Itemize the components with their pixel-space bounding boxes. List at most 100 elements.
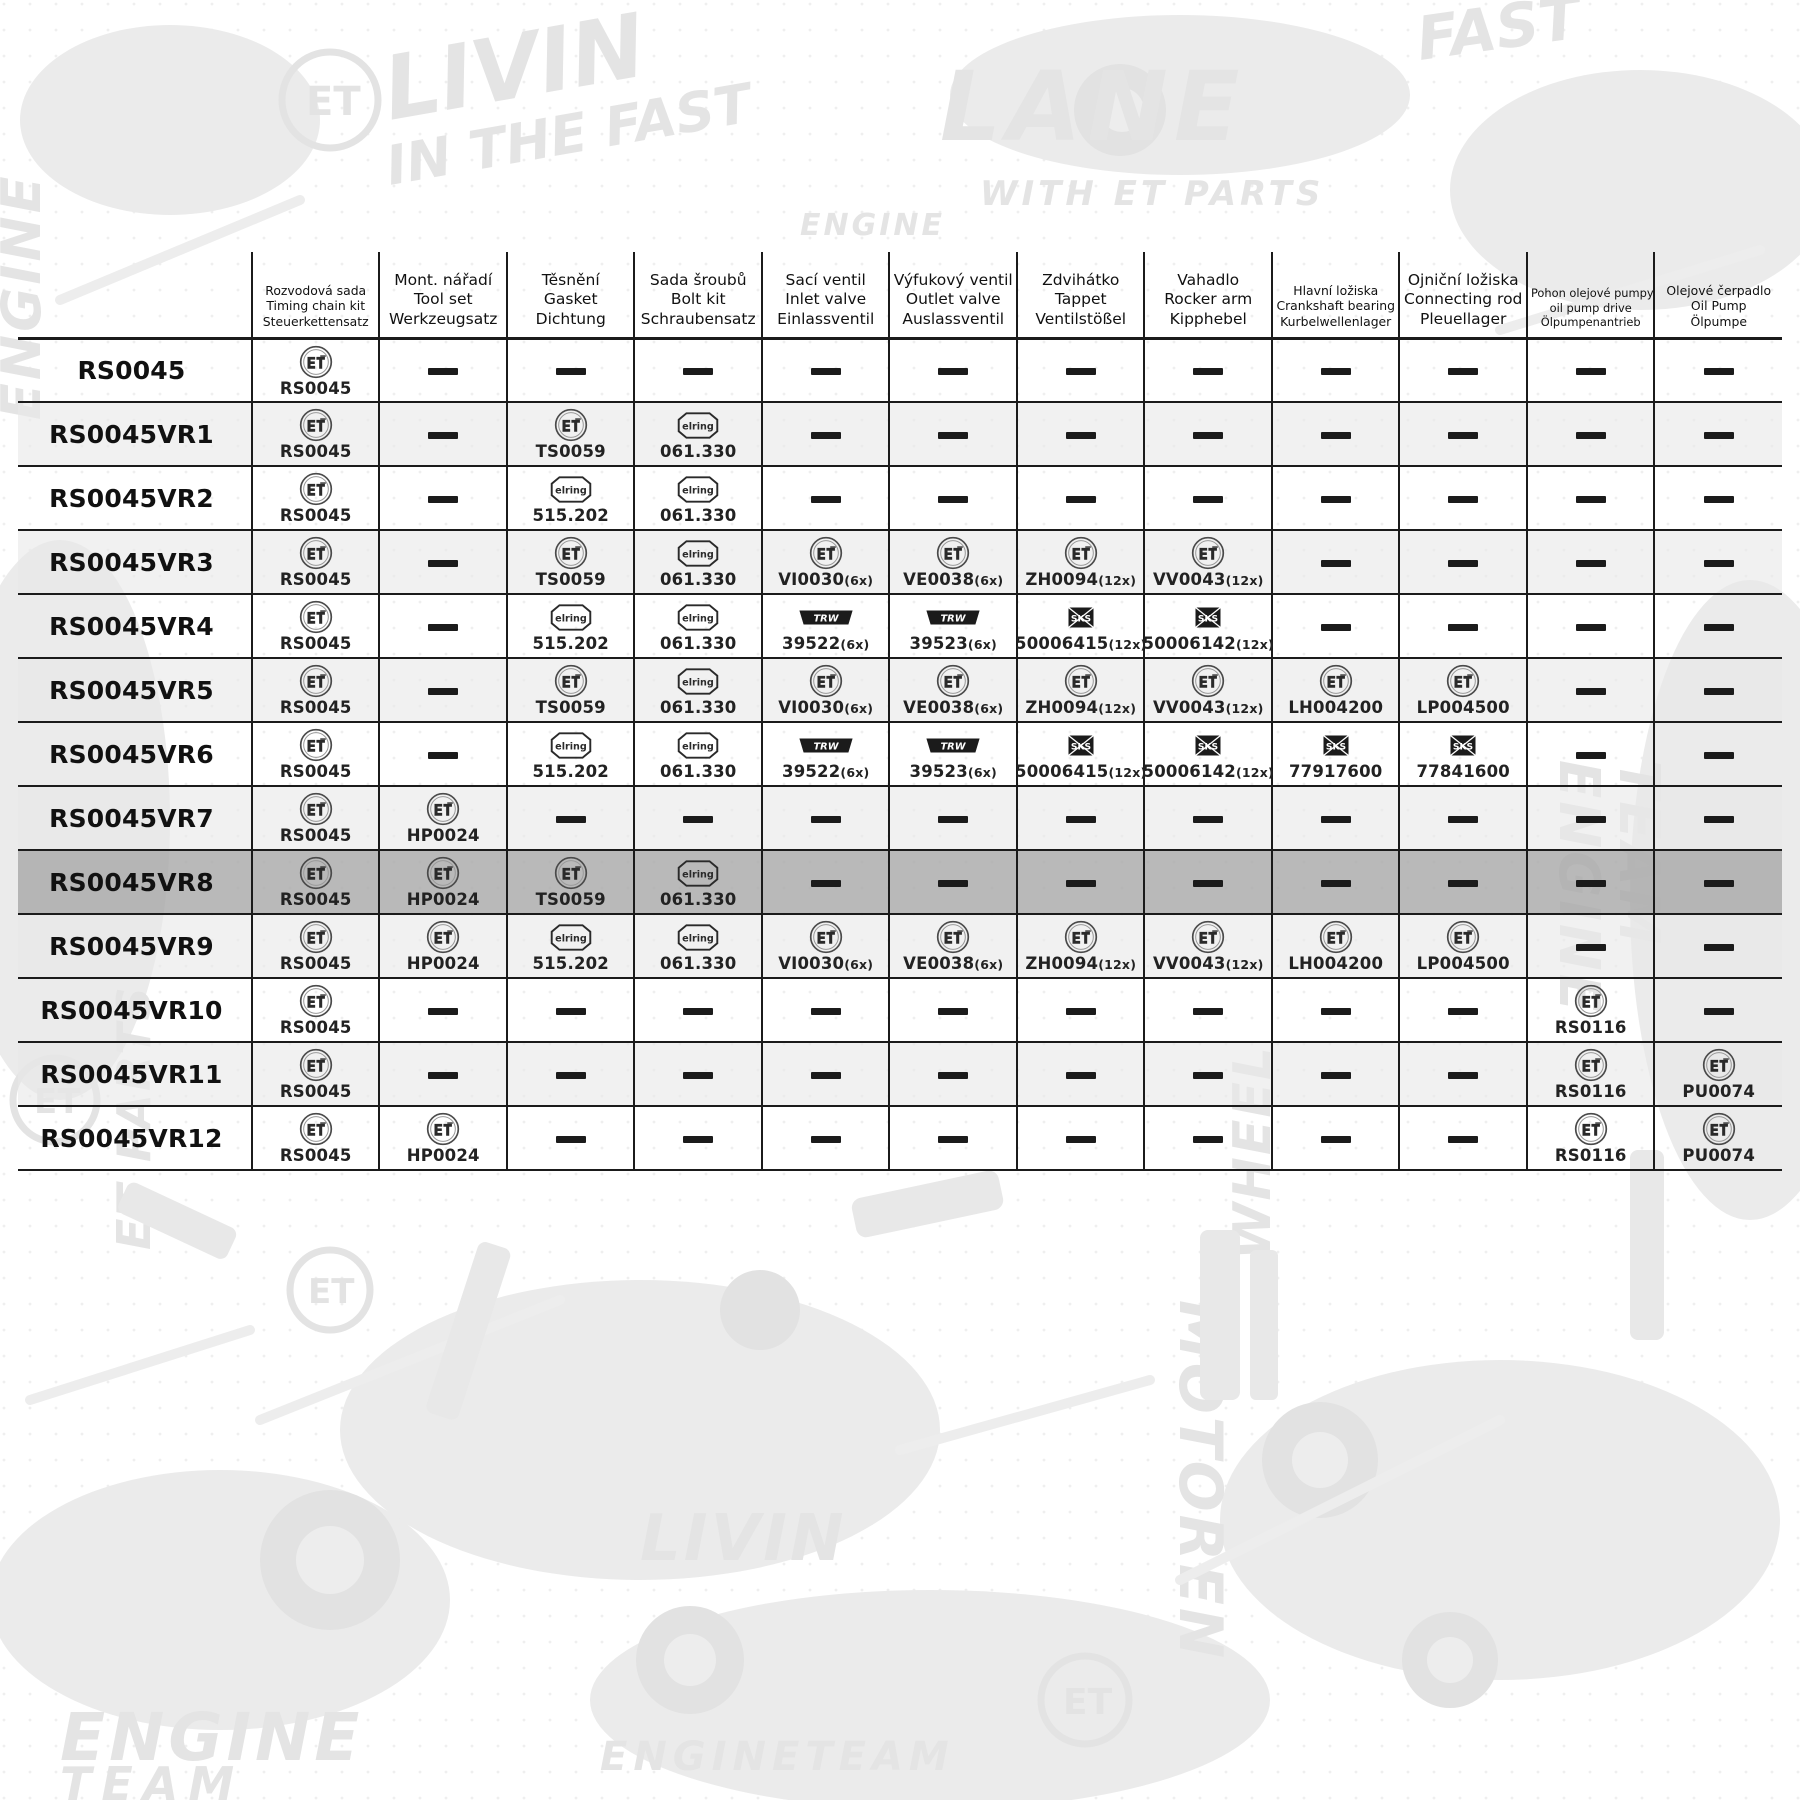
cell-oil_pump_drive[interactable]: RS0116	[1525, 1042, 1655, 1107]
cell-crankshaft_bearing[interactable]	[1270, 402, 1400, 467]
cell-tool_set[interactable]	[378, 1042, 507, 1107]
cell-oil_pump_drive[interactable]	[1525, 914, 1655, 979]
cell-oil_pump[interactable]	[1653, 914, 1782, 979]
cell-inlet_valve[interactable]	[760, 1042, 890, 1107]
cell-tool_set[interactable]: HP0024	[378, 850, 507, 915]
cell-tappet[interactable]	[1015, 1106, 1145, 1171]
table-row[interactable]: RS0045VR5 RS0045 TS0059 elring 061.330 VI0030…	[18, 658, 1782, 723]
cell-bolt_kit[interactable]: elring 061.330	[633, 530, 762, 595]
cell-tool_set[interactable]	[378, 466, 507, 531]
cell-gasket[interactable]	[505, 978, 635, 1043]
cell-tool_set[interactable]	[378, 722, 507, 787]
cell-outlet_valve[interactable]: VE0038(6x)	[888, 658, 1017, 723]
cell-outlet_valve[interactable]	[888, 978, 1017, 1043]
cell-bolt_kit[interactable]	[633, 338, 762, 403]
cell-bolt_kit[interactable]: elring 061.330	[633, 914, 762, 979]
cell-connecting_rod[interactable]	[1398, 1042, 1527, 1107]
cell-timing_chain_kit[interactable]: RS0045	[250, 530, 380, 595]
cell-tappet[interactable]	[1015, 1042, 1145, 1107]
table-row[interactable]: RS0045VR11 RS0045 RS0116 PU0074	[18, 1042, 1782, 1107]
cell-tappet[interactable]	[1015, 338, 1145, 403]
cell-timing_chain_kit[interactable]: RS0045	[250, 402, 380, 467]
cell-tool_set[interactable]	[378, 530, 507, 595]
cell-timing_chain_kit[interactable]: RS0045	[250, 658, 380, 723]
cell-gasket[interactable]	[505, 1106, 635, 1171]
cell-tool_set[interactable]	[378, 402, 507, 467]
cell-oil_pump[interactable]	[1653, 402, 1782, 467]
cell-crankshaft_bearing[interactable]	[1270, 594, 1400, 659]
cell-inlet_valve[interactable]	[760, 1106, 890, 1171]
cell-outlet_valve[interactable]: TRW 39523(6x)	[888, 722, 1017, 787]
table-row[interactable]: RS0045VR6 RS0045 elring 515.202 elring 061.33…	[18, 722, 1782, 787]
cell-outlet_valve[interactable]	[888, 1042, 1017, 1107]
cell-inlet_valve[interactable]: VI0030(6x)	[760, 530, 890, 595]
cell-tool_set[interactable]: HP0024	[378, 786, 507, 851]
cell-crankshaft_bearing[interactable]	[1270, 466, 1400, 531]
cell-bolt_kit[interactable]: elring 061.330	[633, 466, 762, 531]
cell-bolt_kit[interactable]: elring 061.330	[633, 402, 762, 467]
cell-oil_pump_drive[interactable]	[1525, 402, 1655, 467]
cell-crankshaft_bearing[interactable]: LH004200	[1270, 658, 1400, 723]
table-row[interactable]: RS0045VR3 RS0045 TS0059 elring 061.330 VI0030…	[18, 530, 1782, 595]
cell-oil_pump[interactable]	[1653, 722, 1782, 787]
cell-outlet_valve[interactable]	[888, 402, 1017, 467]
table-row[interactable]: RS0045VR7 RS0045 HP0024	[18, 786, 1782, 851]
cell-connecting_rod[interactable]: LP004500	[1398, 914, 1527, 979]
cell-connecting_rod[interactable]	[1398, 978, 1527, 1043]
cell-oil_pump[interactable]	[1653, 658, 1782, 723]
cell-oil_pump_drive[interactable]	[1525, 722, 1655, 787]
cell-connecting_rod[interactable]	[1398, 530, 1527, 595]
cell-oil_pump_drive[interactable]	[1525, 594, 1655, 659]
cell-gasket[interactable]: TS0059	[505, 402, 635, 467]
cell-connecting_rod[interactable]	[1398, 466, 1527, 531]
cell-tool_set[interactable]: HP0024	[378, 1106, 507, 1171]
cell-tappet[interactable]: ZH0094(12x)	[1015, 914, 1145, 979]
cell-tool_set[interactable]: HP0024	[378, 914, 507, 979]
cell-gasket[interactable]	[505, 1042, 635, 1107]
cell-tappet[interactable]	[1015, 850, 1145, 915]
cell-bolt_kit[interactable]	[633, 1106, 762, 1171]
cell-inlet_valve[interactable]: TRW 39522(6x)	[760, 594, 890, 659]
table-row[interactable]: RS0045VR9 RS0045 HP0024 elring 515.202 elring…	[18, 914, 1782, 979]
cell-gasket[interactable]: TS0059	[505, 658, 635, 723]
cell-tappet[interactable]: SKS 50006415(12x)	[1015, 722, 1146, 787]
cell-tappet[interactable]	[1015, 402, 1145, 467]
cell-outlet_valve[interactable]	[888, 338, 1017, 403]
table-row[interactable]: RS0045VR4 RS0045 elring 515.202 elring 061.33…	[18, 594, 1782, 659]
cell-rocker_arm[interactable]: VV0043(12x)	[1143, 530, 1272, 595]
cell-connecting_rod[interactable]	[1398, 338, 1527, 403]
cell-timing_chain_kit[interactable]: RS0045	[250, 722, 380, 787]
cell-timing_chain_kit[interactable]: RS0045	[250, 338, 380, 403]
cell-rocker_arm[interactable]	[1143, 850, 1272, 915]
cell-oil_pump[interactable]	[1653, 338, 1782, 403]
cell-timing_chain_kit[interactable]: RS0045	[250, 786, 380, 851]
cell-inlet_valve[interactable]	[760, 466, 890, 531]
cell-gasket[interactable]: elring 515.202	[505, 594, 635, 659]
cell-timing_chain_kit[interactable]: RS0045	[250, 978, 380, 1043]
cell-tool_set[interactable]	[378, 338, 507, 403]
cell-oil_pump[interactable]	[1653, 466, 1782, 531]
cell-oil_pump_drive[interactable]	[1525, 786, 1655, 851]
cell-oil_pump[interactable]	[1653, 978, 1782, 1043]
cell-oil_pump[interactable]	[1653, 850, 1782, 915]
cell-oil_pump[interactable]: PU0074	[1653, 1042, 1782, 1107]
cell-bolt_kit[interactable]	[633, 786, 762, 851]
cell-outlet_valve[interactable]	[888, 1106, 1017, 1171]
cell-connecting_rod[interactable]	[1398, 1106, 1527, 1171]
table-row[interactable]: RS0045 RS0045	[18, 338, 1782, 403]
cell-connecting_rod[interactable]	[1398, 850, 1527, 915]
cell-rocker_arm[interactable]	[1143, 402, 1272, 467]
cell-crankshaft_bearing[interactable]	[1270, 530, 1400, 595]
cell-rocker_arm[interactable]	[1143, 978, 1272, 1043]
cell-oil_pump[interactable]	[1653, 530, 1782, 595]
cell-oil_pump_drive[interactable]	[1525, 338, 1655, 403]
cell-rocker_arm[interactable]	[1143, 786, 1272, 851]
cell-rocker_arm[interactable]: VV0043(12x)	[1143, 658, 1272, 723]
cell-outlet_valve[interactable]	[888, 786, 1017, 851]
cell-bolt_kit[interactable]	[633, 978, 762, 1043]
table-row[interactable]: RS0045VR2 RS0045 elring 515.202 elring 061.33…	[18, 466, 1782, 531]
cell-tool_set[interactable]	[378, 594, 507, 659]
cell-outlet_valve[interactable]	[888, 466, 1017, 531]
cell-oil_pump[interactable]: PU0074	[1653, 1106, 1782, 1171]
cell-crankshaft_bearing[interactable]: LH004200	[1270, 914, 1400, 979]
